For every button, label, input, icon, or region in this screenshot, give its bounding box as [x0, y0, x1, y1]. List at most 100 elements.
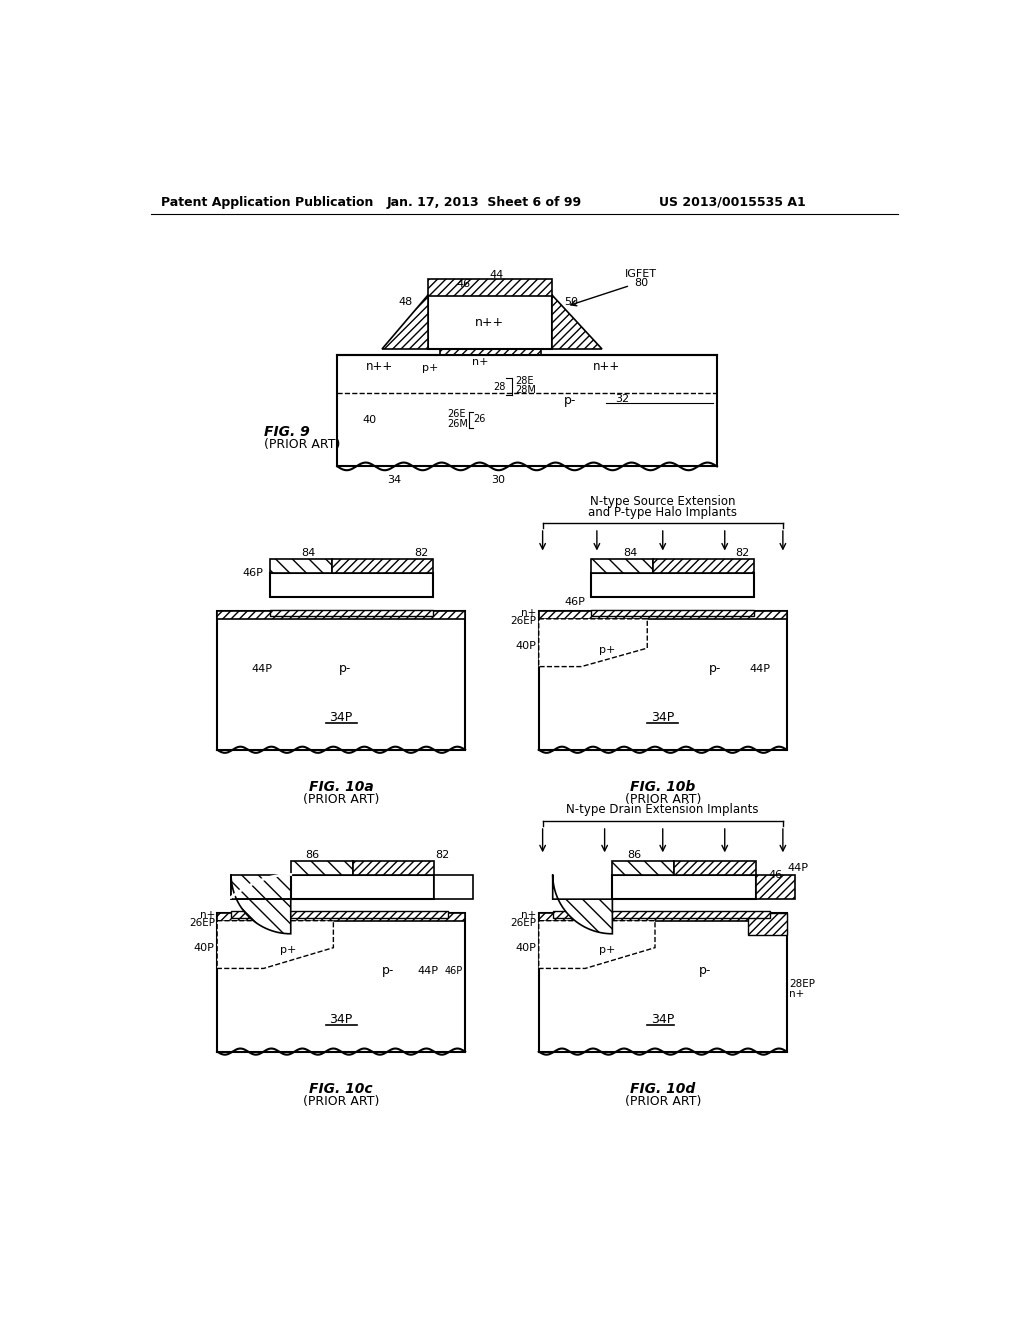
- Text: US 2013/0015535 A1: US 2013/0015535 A1: [659, 195, 806, 209]
- Text: 28E: 28E: [515, 376, 534, 385]
- Bar: [756, 874, 795, 899]
- Text: (PRIOR ART): (PRIOR ART): [625, 793, 701, 807]
- Text: (PRIOR ART): (PRIOR ART): [625, 1096, 701, 1109]
- Bar: [675, 861, 756, 874]
- Bar: [291, 874, 434, 899]
- Text: p+: p+: [422, 363, 438, 372]
- Text: 46: 46: [768, 870, 782, 879]
- Text: p+: p+: [599, 945, 615, 954]
- Text: 84: 84: [301, 548, 315, 558]
- Text: 26: 26: [473, 413, 485, 424]
- Bar: [337, 355, 717, 466]
- Text: (PRIOR ART): (PRIOR ART): [303, 1096, 379, 1109]
- Text: Patent Application Publication: Patent Application Publication: [162, 195, 374, 209]
- Text: n++: n++: [475, 315, 505, 329]
- Bar: [539, 913, 786, 1052]
- Text: 82: 82: [735, 548, 750, 558]
- Bar: [592, 573, 755, 597]
- Text: 34: 34: [387, 475, 400, 486]
- Text: FIG. 10d: FIG. 10d: [630, 1081, 695, 1096]
- Text: n+: n+: [200, 909, 215, 920]
- Bar: [270, 610, 432, 615]
- Text: 82: 82: [414, 548, 428, 558]
- Bar: [352, 861, 434, 874]
- Bar: [332, 558, 432, 573]
- Text: 26EP: 26EP: [510, 616, 537, 626]
- Text: 26E: 26E: [447, 409, 466, 418]
- Polygon shape: [539, 921, 655, 969]
- Text: and P-type Halo Implants: and P-type Halo Implants: [588, 506, 737, 519]
- Bar: [270, 558, 332, 573]
- Polygon shape: [231, 874, 291, 899]
- Text: FIG. 10a: FIG. 10a: [309, 780, 374, 793]
- Bar: [217, 611, 465, 750]
- Text: 46P: 46P: [243, 568, 263, 578]
- Text: p-: p-: [339, 663, 351, 676]
- Text: 34P: 34P: [330, 711, 352, 723]
- Text: 30: 30: [492, 475, 506, 486]
- Bar: [231, 911, 449, 917]
- Text: 86: 86: [305, 850, 319, 861]
- Text: FIG. 10b: FIG. 10b: [630, 780, 695, 793]
- Text: 44P: 44P: [252, 664, 272, 675]
- Text: 28EP: 28EP: [790, 979, 815, 989]
- Bar: [592, 558, 653, 573]
- Text: 44P: 44P: [787, 863, 809, 874]
- Text: 34P: 34P: [651, 1012, 675, 1026]
- Text: 26EP: 26EP: [510, 917, 537, 928]
- Text: 44P: 44P: [750, 664, 770, 675]
- Bar: [217, 611, 465, 619]
- Text: n+: n+: [790, 989, 804, 999]
- Bar: [653, 558, 755, 573]
- Polygon shape: [553, 874, 612, 933]
- Polygon shape: [382, 296, 428, 348]
- Polygon shape: [539, 619, 647, 667]
- Bar: [539, 913, 786, 921]
- Bar: [217, 913, 465, 921]
- Text: n+: n+: [472, 356, 488, 367]
- Text: IGFET: IGFET: [625, 269, 657, 279]
- Bar: [440, 348, 541, 355]
- Bar: [612, 861, 675, 874]
- Bar: [612, 874, 756, 899]
- Bar: [592, 610, 755, 615]
- Text: p-: p-: [381, 964, 394, 977]
- Text: 50: 50: [564, 297, 579, 308]
- Text: 34P: 34P: [330, 1012, 352, 1026]
- Polygon shape: [231, 874, 291, 933]
- Text: 44P: 44P: [418, 966, 438, 975]
- Text: Jan. 17, 2013  Sheet 6 of 99: Jan. 17, 2013 Sheet 6 of 99: [387, 195, 582, 209]
- Text: 40: 40: [362, 416, 377, 425]
- Bar: [428, 280, 552, 296]
- Text: n+: n+: [521, 607, 537, 618]
- Text: 28: 28: [493, 381, 506, 392]
- Text: 46P: 46P: [564, 597, 586, 607]
- Text: N-type Drain Extension Implants: N-type Drain Extension Implants: [566, 803, 759, 816]
- Bar: [217, 913, 465, 1052]
- Text: (PRIOR ART): (PRIOR ART): [303, 793, 379, 807]
- Polygon shape: [217, 921, 334, 969]
- Text: 34P: 34P: [651, 711, 675, 723]
- Text: FIG. 10c: FIG. 10c: [309, 1081, 373, 1096]
- Text: 48: 48: [398, 297, 413, 308]
- Text: p+: p+: [281, 945, 297, 954]
- Text: n++: n++: [593, 360, 621, 372]
- Text: 46P: 46P: [444, 966, 463, 975]
- Text: N-type Source Extension: N-type Source Extension: [590, 495, 735, 508]
- Text: n++: n++: [367, 360, 393, 372]
- Text: 40P: 40P: [515, 640, 537, 651]
- Text: 82: 82: [435, 850, 449, 861]
- Text: 26EP: 26EP: [188, 917, 215, 928]
- Text: 40P: 40P: [515, 942, 537, 953]
- Text: 84: 84: [623, 548, 637, 558]
- Polygon shape: [552, 296, 602, 348]
- Text: 86: 86: [627, 850, 641, 861]
- Bar: [748, 913, 786, 935]
- Text: 46: 46: [457, 279, 471, 289]
- Text: 32: 32: [614, 395, 629, 404]
- Text: 26M: 26M: [447, 418, 468, 429]
- Bar: [291, 861, 352, 874]
- Text: 40P: 40P: [194, 942, 215, 953]
- Text: p-: p-: [563, 395, 575, 408]
- Bar: [428, 296, 552, 350]
